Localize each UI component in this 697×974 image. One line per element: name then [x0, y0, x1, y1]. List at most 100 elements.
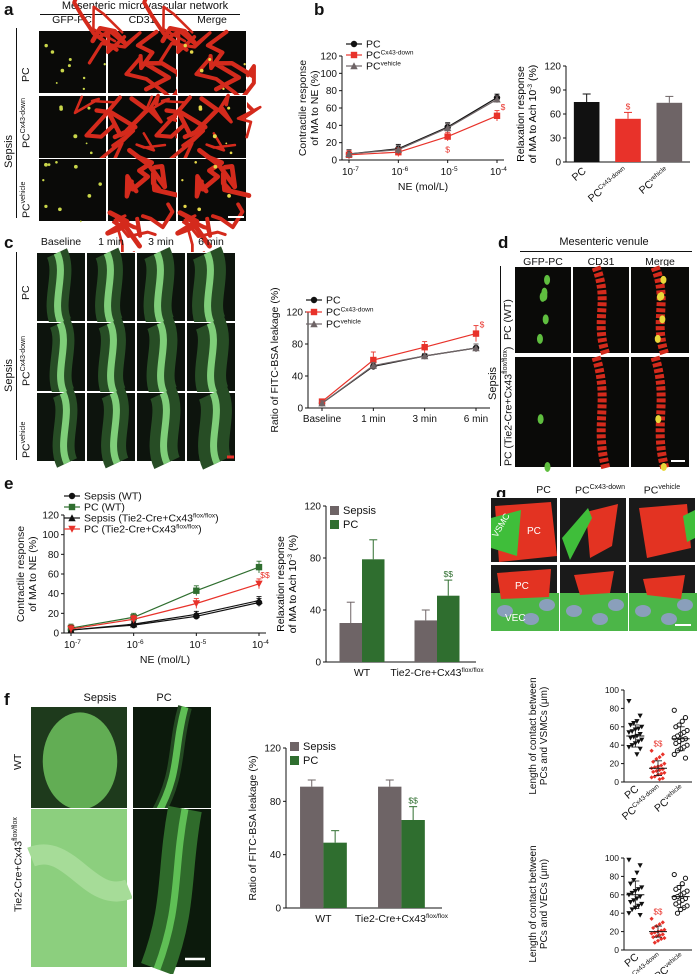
y-tick-label: 60 — [326, 104, 338, 115]
micrograph-d-merge-0 — [630, 265, 690, 357]
y-tick-label: 80 — [48, 550, 60, 561]
panel-c-col-1min: 1 min — [98, 236, 124, 248]
data-point — [627, 722, 634, 728]
micrograph-g-vsmc-1 — [559, 497, 627, 563]
micrograph-c-2-1 — [86, 387, 136, 469]
series-line-0 — [321, 347, 477, 404]
y-axis-label: Contractile response — [15, 526, 27, 622]
micrograph-c-2-3 — [186, 386, 236, 470]
vessel — [212, 60, 256, 92]
vessel — [73, 95, 116, 115]
data-point — [631, 721, 637, 726]
y-tick-label: 40 — [310, 606, 322, 617]
gfp-spot — [227, 106, 231, 110]
vessel — [153, 706, 189, 817]
y-tick-label: 0 — [614, 777, 619, 787]
significance-mark: $ — [501, 102, 506, 112]
y-tick-label: 90 — [550, 86, 562, 97]
y-tick-label: 80 — [326, 86, 338, 97]
gfp-spot — [189, 50, 194, 54]
y-tick-label: 0 — [53, 629, 59, 640]
y-tick-label: 20 — [610, 927, 620, 937]
panel-d-group-label: Sepsis — [487, 366, 499, 400]
legend-label: Sepsis — [303, 741, 337, 753]
data-point — [660, 920, 665, 925]
nucleus — [677, 599, 693, 611]
pericyte — [544, 274, 551, 285]
y-tick-label: 60 — [48, 570, 60, 581]
data-point — [639, 724, 645, 730]
gfp-spot — [103, 63, 106, 66]
data-point — [637, 912, 643, 918]
vessel — [650, 265, 670, 357]
y-tick-label: 80 — [292, 340, 304, 351]
panel-d-group-bracket — [500, 266, 501, 466]
y-axis-label: Relaxation response — [515, 66, 527, 162]
vessel — [109, 391, 121, 465]
panel-c-row-label-pc-cx43down: PCCx43-down — [20, 335, 33, 386]
vsmc-cell — [491, 510, 521, 556]
panel-a-header-line — [40, 14, 240, 15]
gfp-spot — [197, 207, 202, 212]
vessel — [112, 96, 150, 140]
gfp-spot — [44, 204, 48, 209]
gfp-spot — [213, 164, 218, 169]
micrograph-f-sepsis-1 — [27, 808, 133, 968]
panel-g-scatter-vsmc: 0 20 40 60 80 100 Length of contact between PCs… — [528, 677, 692, 823]
micrograph-a-cd31-2 — [105, 147, 182, 262]
x-tick-label: PC — [570, 165, 589, 184]
data-point — [660, 932, 665, 937]
y-tick-label: 40 — [292, 372, 304, 383]
vessel — [130, 154, 155, 192]
gfp-spot — [73, 134, 78, 139]
gfp-spot — [82, 87, 86, 91]
significance-mark: $ — [445, 145, 450, 155]
data-point — [370, 356, 377, 364]
micrograph-f-pc-0 — [132, 705, 212, 819]
legend-label: PC (WT) — [84, 502, 125, 514]
y-tick-label: 100 — [605, 685, 619, 695]
y-axis-label: of MA to NE (%) — [27, 536, 39, 611]
pericyte — [537, 414, 544, 425]
panel-label-e: e — [4, 474, 14, 493]
panel-d-header-line — [520, 251, 692, 252]
legend-marker — [68, 514, 76, 522]
gfp-spot — [212, 134, 217, 139]
panel-a-row-label-pc-cx43down: PCCx43-down — [20, 97, 33, 148]
y-tick-label: 120 — [286, 308, 303, 319]
data-point — [673, 901, 679, 907]
panel-c-row-label-pc-vehicle: PCvehicle — [20, 421, 33, 458]
data-point — [318, 399, 326, 407]
legend-label: PCvehicle — [366, 61, 401, 73]
vessel — [200, 154, 225, 192]
vessel — [160, 26, 198, 46]
legend-label: PC (Tie2-Cre+Cx43flox/flox) — [84, 524, 202, 536]
data-point — [345, 150, 353, 158]
data-point — [443, 124, 452, 132]
legend-label: PC — [303, 755, 318, 767]
vessel — [153, 808, 189, 971]
panel-d-col-cd31: CD31 — [587, 256, 615, 268]
micrograph-c-0-0 — [36, 248, 86, 328]
y-tick-label: 0 — [331, 156, 337, 167]
y-axis-label: Ratio of FITC-BSA leakage (%) — [247, 755, 259, 900]
y-tick-label: 0 — [315, 658, 321, 669]
panel-a-col-merge: Merge — [197, 14, 227, 26]
vessel — [650, 355, 670, 471]
nucleus — [635, 605, 651, 617]
legend-marker — [350, 62, 358, 70]
data-point — [639, 737, 645, 743]
micrograph-c-1-0 — [36, 318, 86, 398]
gfp-spot — [227, 194, 231, 198]
panel-a-col-gfp: GFP-PC — [52, 14, 92, 26]
micrograph-d-gfp-1 — [514, 356, 572, 472]
vessel — [205, 29, 229, 71]
data-point — [634, 870, 640, 876]
x-tick-label: 3 min — [412, 414, 436, 425]
data-point — [662, 770, 667, 775]
gfp-spot — [42, 179, 45, 182]
panel-a-row-label-pc: PC — [20, 67, 32, 82]
pericyte — [544, 461, 551, 472]
x-tick-label: Tie2-Cre+Cx43flox/flox — [390, 667, 484, 679]
significance-mark: $$ — [408, 796, 418, 806]
